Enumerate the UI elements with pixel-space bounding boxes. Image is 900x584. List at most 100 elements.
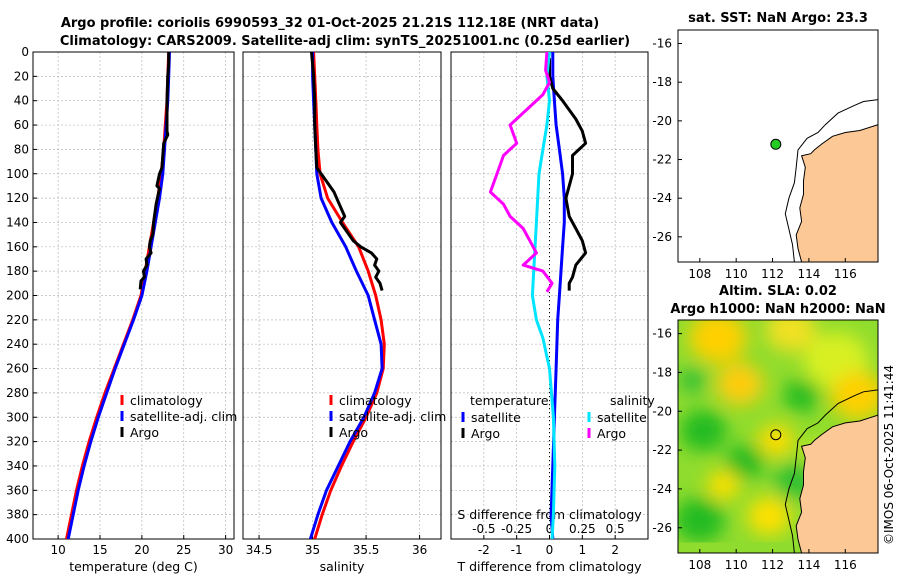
y-tick-label: -22 [652, 153, 672, 167]
y-tick-label: 300 [6, 410, 29, 424]
series-line-t-argo [548, 58, 588, 291]
map-frame [677, 29, 879, 263]
y-tick-label: -26 [652, 230, 672, 244]
y-tick-label: 180 [6, 264, 29, 278]
x-tick-label: 1 [579, 543, 587, 557]
y-tick-label: 380 [6, 508, 29, 522]
temperature-panel: 10 15 20 25 30020406080100120140160180200220… [6, 45, 237, 574]
series-line-argo [138, 52, 171, 290]
sla-anomaly-patch [716, 363, 764, 405]
series-group [308, 52, 386, 539]
y-tick-label: 360 [6, 483, 29, 497]
s-tick-label: 0 [546, 522, 554, 536]
s-tick-label: 0.25 [569, 522, 596, 536]
x-tick-label: 108 [688, 267, 711, 281]
y-tick-label: -16 [652, 327, 672, 341]
sla-map-panel: Altim. SLA: 0.02 Argo h1000: NaN h2000: N… [652, 284, 885, 572]
sla-anomaly-patch [678, 497, 726, 543]
y-tick-label: 400 [6, 532, 29, 546]
x-tick-label: 35.5 [353, 543, 380, 557]
imos-timestamp: ©IMOS 06-Oct-2025 11:41:44 [882, 365, 896, 545]
y-tick-label: 200 [6, 289, 29, 303]
y-tick-label: 220 [6, 313, 29, 327]
legend-title-temperature: temperature [470, 393, 549, 408]
map-content [784, 99, 878, 262]
difference-panel: -2 -1 0 1 2-0.5 -0.25 0 0.25 0.5S difference fro… [450, 51, 655, 574]
x-axis-label: T difference from climatology [456, 559, 642, 574]
y-tick-label: 160 [6, 240, 29, 254]
legend-label: satellite [597, 410, 647, 425]
map-content [678, 320, 878, 553]
sla-anomaly-patch [678, 367, 707, 393]
y-tick-label: -18 [652, 75, 672, 89]
y-tick-label: -18 [652, 365, 672, 379]
y-tick-label: 60 [14, 118, 29, 132]
y-tick-label: -24 [652, 191, 672, 205]
sst-map-panel: sat. SST: NaN Argo: 23.3 108 110 112 114 116 -… [652, 11, 879, 281]
sla-field [678, 320, 878, 543]
sla-anomaly-patch [765, 320, 816, 353]
y-tick-label: 100 [6, 167, 29, 181]
s-tick-label: 0.5 [606, 522, 625, 536]
x-tick-label: 108 [688, 558, 711, 572]
x-tick-label: 110 [725, 267, 748, 281]
x-axis-label: salinity [320, 559, 365, 574]
series-line-t-satellite [549, 52, 566, 539]
y-tick-label: 340 [6, 459, 29, 473]
legend-label: climatology [339, 393, 412, 408]
title-line-2: Climatology: CARS2009. Satellite-adj cli… [60, 34, 630, 49]
sla-anomaly-patch [831, 371, 878, 420]
sst-map-title: sat. SST: NaN Argo: 23.3 [688, 11, 868, 26]
series-line-s-argo [488, 52, 554, 293]
x-tick-label: 25 [176, 543, 191, 557]
y-tick-label: 280 [6, 386, 29, 400]
series-line-satellite-adj-clim [66, 52, 171, 539]
series-group [488, 52, 588, 539]
x-tick-label: 116 [834, 558, 857, 572]
sla-anomaly-patch [758, 424, 795, 457]
y-tick-label: 80 [14, 142, 29, 156]
x-tick-label: 0 [546, 543, 554, 557]
legend-label: satellite-adj. clim [339, 409, 446, 424]
y-tick-label: 20 [14, 69, 29, 83]
series-line-climatology [312, 52, 386, 539]
title-line-1: Argo profile: coriolis 6990593_32 01-Oct… [61, 16, 599, 31]
x-tick-label: 34.5 [246, 543, 273, 557]
legend-label: satellite [471, 410, 521, 425]
sla-anomaly-patch [747, 496, 791, 536]
y-tick-label: -16 [652, 37, 672, 51]
x-tick-label: 114 [797, 267, 820, 281]
y-tick-label: 0 [21, 45, 29, 59]
x-tick-label: 112 [761, 267, 784, 281]
sla-map-title-line-1: Altim. SLA: 0.02 [719, 284, 837, 299]
y-tick-label: -26 [652, 521, 672, 535]
land-mass [795, 414, 878, 553]
x-tick-label: 114 [797, 558, 820, 572]
y-tick-label: -24 [652, 482, 672, 496]
axes-frame [242, 51, 442, 540]
shelf-contour [784, 99, 878, 262]
sla-anomaly-patch [725, 444, 766, 480]
series-line-argo [310, 52, 384, 292]
y-tick-label: -22 [652, 443, 672, 457]
y-tick-label: -20 [652, 114, 672, 128]
map-frame [677, 319, 879, 554]
y-tick-label: 240 [6, 337, 29, 351]
x-tick-label: 116 [834, 267, 857, 281]
y-tick-label: 40 [14, 94, 29, 108]
sla-anomaly-patch [783, 379, 820, 412]
argo-float-marker [770, 429, 782, 441]
argo-float-marker [770, 138, 782, 150]
x-tick-label: 2 [611, 543, 619, 557]
x-tick-label: 110 [725, 558, 748, 572]
legend-title-salinity: salinity [610, 393, 655, 408]
x-axis-label: temperature (deg C) [69, 559, 198, 574]
s-tick-label: -0.5 [472, 522, 495, 536]
legend-label: Argo [597, 426, 626, 441]
legend-label: Argo [130, 425, 159, 440]
sla-anomaly-patch [680, 409, 727, 452]
x-tick-label: 112 [761, 558, 784, 572]
legend-label: Argo [339, 425, 368, 440]
land-mass [795, 124, 878, 262]
